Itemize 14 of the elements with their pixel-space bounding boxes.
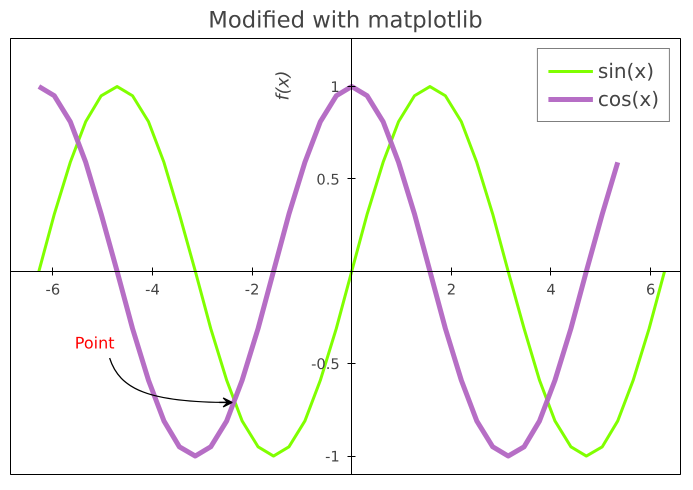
legend-label: cos(x): [598, 87, 659, 111]
x-tick-label: 6: [646, 281, 656, 298]
annotation: Point: [74, 334, 114, 353]
y-tick-label: 1: [330, 79, 340, 96]
y-tick-label: 0.5: [316, 171, 340, 188]
chart-title: Modified with matplotlib: [208, 8, 483, 34]
x-tick-label: -2: [244, 281, 260, 298]
legend-label: sin(x): [598, 59, 654, 83]
y-tick-label: -1: [325, 448, 340, 466]
x-tick-label: -4: [145, 281, 160, 298]
y-axis-title: f(x): [274, 70, 294, 100]
x-tick-label: 2: [446, 281, 456, 298]
x-tick-label: -6: [46, 281, 60, 298]
x-tick-label: 4: [546, 281, 556, 298]
